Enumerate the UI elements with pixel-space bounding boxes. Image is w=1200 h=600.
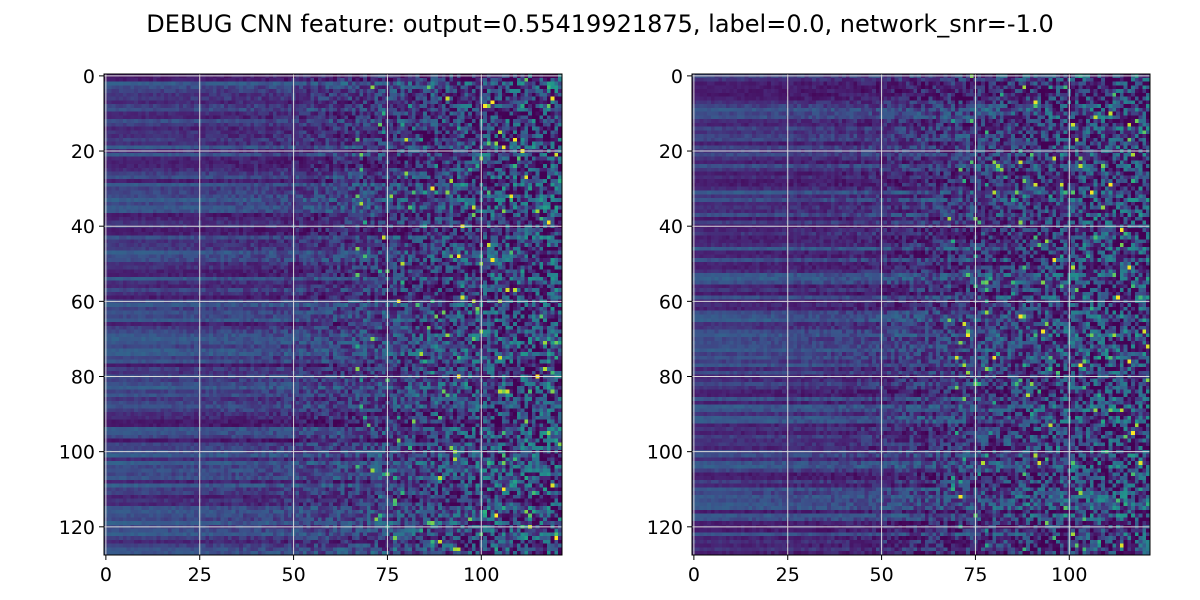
x-tick-label: 75 — [375, 564, 399, 586]
y-tick-label: 100 — [647, 442, 683, 464]
y-tick-label: 60 — [659, 291, 683, 313]
heatmap-image — [104, 74, 562, 555]
y-tick-label: 60 — [71, 291, 95, 313]
y-tick-label: 80 — [659, 367, 683, 389]
heatmap-panel-right: 0 25 50 75 100 0 20 40 60 80 100 120 — [647, 66, 1151, 586]
x-tick-label: 0 — [100, 564, 112, 586]
y-tick-label: 100 — [59, 442, 95, 464]
x-tick-label: 100 — [1051, 564, 1087, 586]
y-tick-label: 20 — [659, 141, 683, 163]
axes-frame — [103, 73, 563, 556]
y-tick-label: 120 — [59, 517, 95, 539]
x-tick-label: 50 — [869, 564, 893, 586]
x-tick-label: 25 — [188, 564, 212, 586]
y-tick-label: 0 — [671, 66, 683, 88]
y-tick-label: 120 — [647, 517, 683, 539]
axes-frame — [691, 73, 1151, 556]
figure-title: DEBUG CNN feature: output=0.55419921875,… — [146, 10, 1054, 38]
x-tick-label: 75 — [963, 564, 987, 586]
y-tick-label: 0 — [83, 66, 95, 88]
x-tick-label: 50 — [281, 564, 305, 586]
y-tick-label: 20 — [71, 141, 95, 163]
y-tick-label: 40 — [659, 216, 683, 238]
heatmap-image — [692, 74, 1150, 555]
x-tick-label: 0 — [688, 564, 700, 586]
x-tick-label: 100 — [463, 564, 499, 586]
heatmap-panel-left: 0 25 50 75 100 0 20 40 60 80 100 120 — [59, 66, 563, 586]
x-tick-label: 25 — [776, 564, 800, 586]
y-tick-label: 80 — [71, 367, 95, 389]
y-tick-label: 40 — [71, 216, 95, 238]
